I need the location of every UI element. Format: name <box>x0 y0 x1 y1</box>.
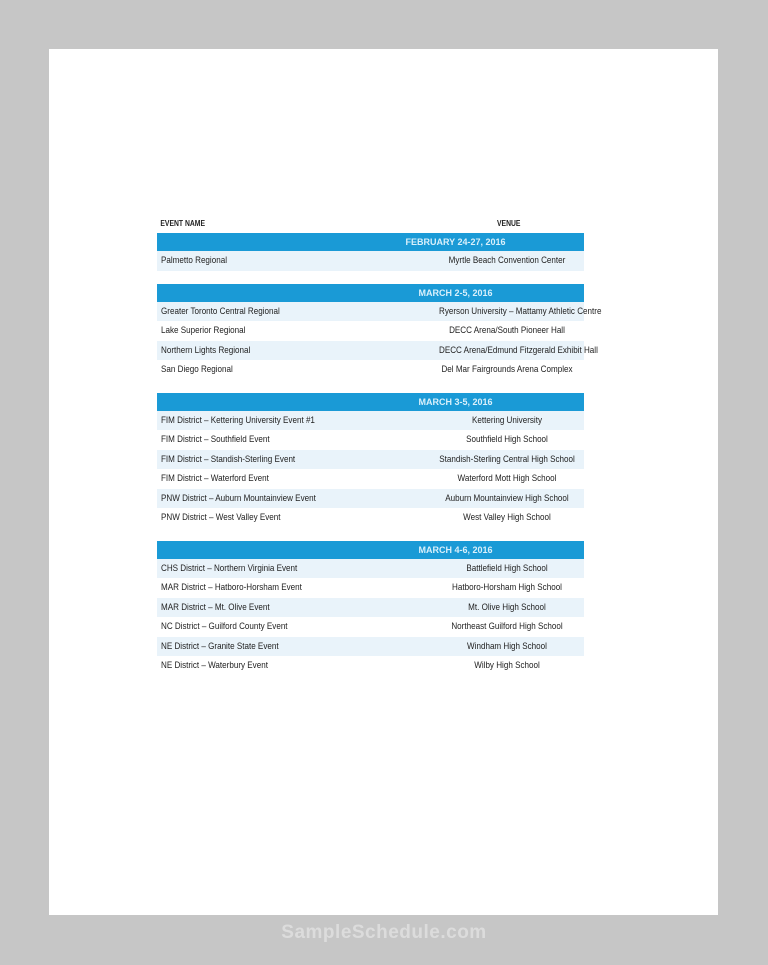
event-name: FIM District – Waterford Event <box>161 473 269 484</box>
venue-header: VENUE <box>497 219 521 228</box>
table-row: Lake Superior Regional DECC Arena/South P… <box>157 321 584 341</box>
table-row: CHS District – Northern Virginia Event Ba… <box>157 558 584 578</box>
venue: Mt. Olive High School <box>468 601 546 613</box>
venue: Del Mar Fairgrounds Arena Complex <box>441 364 573 375</box>
venue: Auburn Mountainview High School <box>445 492 569 504</box>
date-bar: MARCH 2-5, 2016 <box>157 283 584 302</box>
event-name: FIM District – Southfield Event <box>161 434 270 445</box>
table-row: FIM District – Waterford Event Waterford … <box>157 469 584 489</box>
date-group: FEBRUARY 24-27, 2016 Palmetto Regional Myr… <box>157 233 584 271</box>
venue: Northeast Guilford High School <box>451 621 563 632</box>
event-name: PNW District – West Valley Event <box>161 512 281 523</box>
event-name: Palmetto Regional <box>161 255 227 266</box>
venue: Southfield High School <box>466 434 548 445</box>
event-name: NE District – Granite State Event <box>161 640 279 652</box>
event-name: MAR District – Hatboro-Horsham Event <box>161 582 302 593</box>
venue: Standish-Sterling Central High School <box>439 453 575 465</box>
table-row: Northern Lights Regional DECC Arena/Edmun… <box>157 340 598 360</box>
table-row: FIM District – Standish-Sterling Event St… <box>157 449 584 469</box>
event-name: NC District – Guilford County Event <box>161 621 288 632</box>
event-name: NE District – Waterbury Event <box>161 660 268 671</box>
event-name: CHS District – Northern Virginia Event <box>161 562 298 574</box>
table-row: MAR District – Hatboro-Horsham Event Hatb… <box>157 578 584 598</box>
venue: Hatboro-Horsham High School <box>452 582 562 593</box>
venue: Ryerson University – Mattamy Athletic Ce… <box>439 305 602 317</box>
event-name: FIM District – Kettering University Even… <box>161 414 315 426</box>
venue: DECC Arena/South Pioneer Hall <box>449 325 565 336</box>
event-schedule-table: EVENT NAME VENUE FEBRUARY 24-27, 2016 Pal… <box>157 217 602 689</box>
venue: Myrtle Beach Convention Center <box>448 255 566 266</box>
table-row: San Diego Regional Del Mar Fairgrounds Ar… <box>157 360 584 380</box>
venue: DECC Arena/Edmund Fitzgerald Exhibit Hal… <box>439 344 598 356</box>
table-row: MAR District – Mt. Olive Event Mt. Olive … <box>157 597 584 617</box>
event-name: PNW District – Auburn Mountainview Event <box>161 492 316 504</box>
date-group: MARCH 4-6, 2016 CHS District – Northern V… <box>157 540 584 676</box>
table-row: FIM District – Southfield Event Southfiel… <box>157 430 584 450</box>
table-row: PNW District – West Valley Event West Val… <box>157 508 584 528</box>
date-bar: FEBRUARY 24-27, 2016 <box>157 233 584 251</box>
venue: West Valley High School <box>463 512 551 523</box>
date-group: MARCH 3-5, 2016 FIM District – Kettering … <box>157 392 584 528</box>
venue: Battlefield High School <box>466 562 548 574</box>
venue: Waterford Mott High School <box>457 473 557 484</box>
date-bar: MARCH 3-5, 2016 <box>157 392 584 411</box>
event-groups: FEBRUARY 24-27, 2016 Palmetto Regional Myr… <box>157 233 602 676</box>
table-row: Palmetto Regional Myrtle Beach Convention… <box>157 251 584 271</box>
table-row: NC District – Guilford County Event North… <box>157 617 584 637</box>
event-name: FIM District – Standish-Sterling Event <box>161 453 296 465</box>
table-row: Greater Toronto Central Regional Ryerson … <box>157 301 602 321</box>
table-row: NE District – Granite State Event Windham… <box>157 636 584 656</box>
table-header: EVENT NAME VENUE <box>157 217 520 233</box>
watermark: SampleSchedule.com <box>281 922 487 943</box>
table-row: PNW District – Auburn Mountainview Event… <box>157 488 584 508</box>
date-bar: MARCH 4-6, 2016 <box>157 540 584 559</box>
event-name-header: EVENT NAME <box>160 219 205 228</box>
venue: Kettering University <box>471 414 543 426</box>
table-row: FIM District – Kettering University Even… <box>157 410 584 430</box>
event-name: Lake Superior Regional <box>161 325 246 336</box>
document-page: EVENT NAME VENUE FEBRUARY 24-27, 2016 Pal… <box>49 49 718 915</box>
event-name: Northern Lights Regional <box>161 344 251 356</box>
event-name: San Diego Regional <box>161 364 233 375</box>
venue: Wilby High School <box>474 660 540 671</box>
event-name: Greater Toronto Central Regional <box>161 305 280 317</box>
date-group: MARCH 2-5, 2016 Greater Toronto Central R… <box>157 283 602 380</box>
venue: Windham High School <box>467 640 547 652</box>
table-row: NE District – Waterbury Event Wilby High … <box>157 656 584 676</box>
event-name: MAR District – Mt. Olive Event <box>161 601 270 613</box>
